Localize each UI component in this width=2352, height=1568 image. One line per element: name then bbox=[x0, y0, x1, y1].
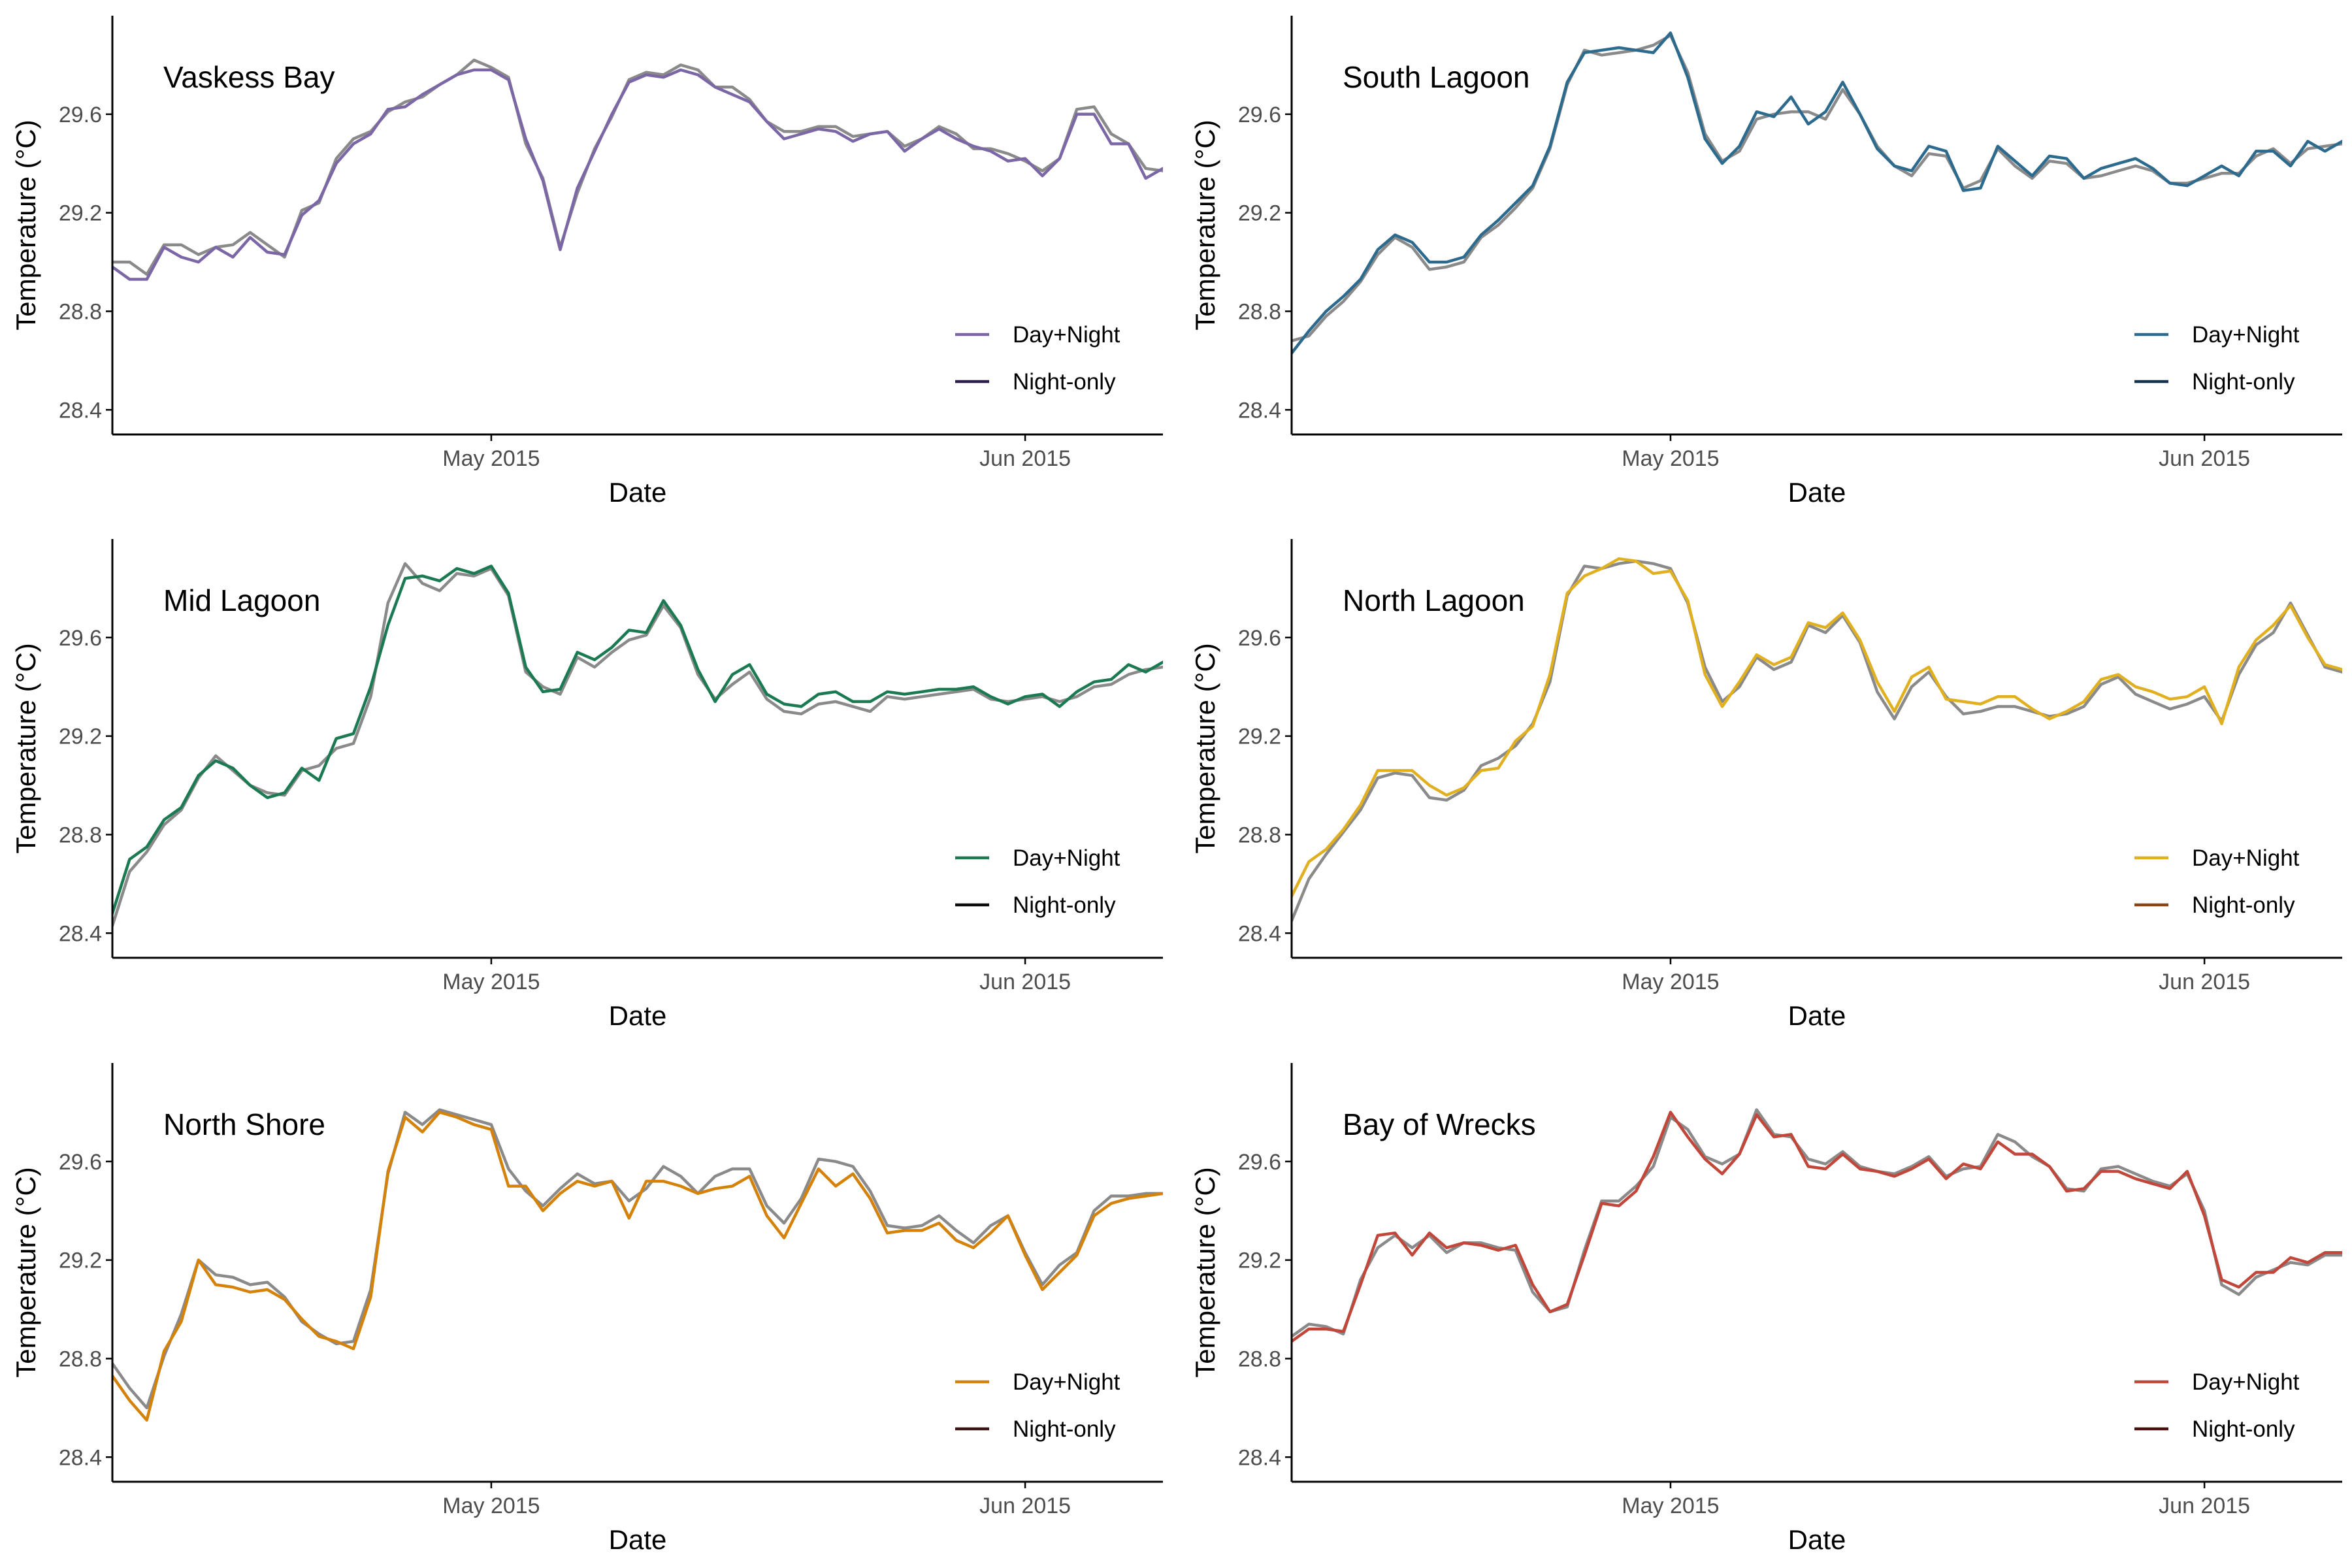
x-axis-title: Date bbox=[609, 1000, 667, 1031]
y-tick-label: 28.8 bbox=[1238, 1347, 1281, 1371]
legend-label: Night-only bbox=[2192, 892, 2295, 918]
panel-title: North Lagoon bbox=[1343, 583, 1525, 617]
x-axis-title: Date bbox=[1788, 477, 1846, 508]
series-line-day-night bbox=[1292, 557, 2342, 898]
panel-6: 28.4 28.8 29.2 29.6 May 2015 Jun 2015 Date Temp… bbox=[1190, 1063, 2342, 1555]
y-tick-label: 28.4 bbox=[59, 1445, 102, 1470]
series-line-night-only bbox=[1292, 1108, 2342, 1338]
x-tick-label: Jun 2015 bbox=[979, 1494, 1071, 1518]
y-tick-label: 29.2 bbox=[59, 725, 102, 749]
y-tick-label: 29.6 bbox=[1238, 626, 1281, 651]
x-tick-label: May 2015 bbox=[1622, 970, 1719, 994]
panel-1: 28.4 28.8 29.2 29.6 May 2015 Jun 2015 Date Temp… bbox=[10, 16, 1163, 508]
y-tick-label: 29.6 bbox=[59, 626, 102, 651]
y-axis-title: Temperature (°C) bbox=[10, 643, 41, 854]
panel-title: Bay of Wrecks bbox=[1343, 1107, 1536, 1141]
y-tick-label: 29.2 bbox=[59, 1249, 102, 1273]
legend-label: Night-only bbox=[1013, 892, 1116, 918]
panel-title: Vaskess Bay bbox=[163, 60, 335, 94]
panel-title: North Shore bbox=[163, 1107, 325, 1141]
y-tick-label: 28.8 bbox=[1238, 299, 1281, 324]
legend-label: Day+Night bbox=[2192, 845, 2300, 871]
y-tick-label: 28.4 bbox=[59, 398, 102, 423]
legend-label: Day+Night bbox=[1013, 845, 1120, 871]
y-tick-label: 29.6 bbox=[59, 1150, 102, 1175]
x-tick-label: Jun 2015 bbox=[2159, 446, 2250, 471]
y-tick-label: 29.2 bbox=[1238, 1249, 1281, 1273]
series-line-night-only bbox=[112, 562, 1163, 928]
x-tick-label: Jun 2015 bbox=[2159, 1494, 2250, 1518]
x-axis-title: Date bbox=[1788, 1524, 1846, 1555]
panel-2: 28.4 28.8 29.2 29.6 May 2015 Jun 2015 Date Temp… bbox=[1190, 16, 2342, 508]
legend-label: Night-only bbox=[1013, 369, 1116, 395]
legend-label: Day+Night bbox=[2192, 1369, 2300, 1395]
panel-4: 28.4 28.8 29.2 29.6 May 2015 Jun 2015 Date Temp… bbox=[1190, 539, 2342, 1031]
y-axis-title: Temperature (°C) bbox=[1190, 643, 1220, 854]
y-tick-label: 28.8 bbox=[59, 299, 102, 324]
y-tick-label: 29.2 bbox=[59, 201, 102, 226]
series-line-day-night bbox=[112, 68, 1163, 281]
x-axis-title: Date bbox=[609, 477, 667, 508]
x-tick-label: May 2015 bbox=[442, 970, 540, 994]
panel-5: 28.4 28.8 29.2 29.6 May 2015 Jun 2015 Date Temp… bbox=[10, 1063, 1163, 1555]
series-line-day-night bbox=[112, 564, 1163, 915]
y-tick-label: 29.6 bbox=[59, 103, 102, 127]
series-line-night-only bbox=[112, 1108, 1163, 1410]
y-tick-label: 28.8 bbox=[59, 1347, 102, 1371]
y-tick-label: 29.6 bbox=[1238, 103, 1281, 127]
y-tick-label: 28.8 bbox=[59, 823, 102, 847]
legend-label: Night-only bbox=[2192, 1416, 2295, 1442]
y-tick-label: 28.8 bbox=[1238, 823, 1281, 847]
y-tick-label: 29.2 bbox=[1238, 725, 1281, 749]
x-tick-label: May 2015 bbox=[442, 446, 540, 471]
panel-title: Mid Lagoon bbox=[163, 583, 320, 617]
series-line-day-night bbox=[112, 1111, 1163, 1422]
y-tick-label: 28.4 bbox=[1238, 921, 1281, 946]
panel-title: South Lagoon bbox=[1343, 60, 1530, 94]
x-tick-label: Jun 2015 bbox=[979, 970, 1071, 994]
x-tick-label: Jun 2015 bbox=[2159, 970, 2250, 994]
x-tick-label: May 2015 bbox=[1622, 446, 1719, 471]
y-tick-label: 29.6 bbox=[1238, 1150, 1281, 1175]
y-tick-label: 28.4 bbox=[1238, 1445, 1281, 1470]
series-line-day-night bbox=[1292, 31, 2342, 355]
series-line-day-night bbox=[1292, 1111, 2342, 1343]
legend-label: Day+Night bbox=[1013, 1369, 1120, 1395]
x-tick-label: Jun 2015 bbox=[979, 446, 1071, 471]
legend-label: Day+Night bbox=[2192, 322, 2300, 348]
y-axis-title: Temperature (°C) bbox=[1190, 120, 1220, 331]
x-axis-title: Date bbox=[1788, 1000, 1846, 1031]
panel-3: 28.4 28.8 29.2 29.6 May 2015 Jun 2015 Date Temp… bbox=[10, 539, 1163, 1031]
x-axis-title: Date bbox=[609, 1524, 667, 1555]
x-tick-label: May 2015 bbox=[442, 1494, 540, 1518]
y-axis-title: Temperature (°C) bbox=[10, 120, 41, 331]
x-tick-label: May 2015 bbox=[1622, 1494, 1719, 1518]
legend-label: Night-only bbox=[1013, 1416, 1116, 1442]
y-tick-label: 29.2 bbox=[1238, 201, 1281, 226]
legend-label: Day+Night bbox=[1013, 322, 1120, 348]
y-tick-label: 28.4 bbox=[59, 921, 102, 946]
legend-label: Night-only bbox=[2192, 369, 2295, 395]
y-axis-title: Temperature (°C) bbox=[1190, 1167, 1220, 1378]
y-axis-title: Temperature (°C) bbox=[10, 1167, 41, 1378]
y-tick-label: 28.4 bbox=[1238, 398, 1281, 423]
